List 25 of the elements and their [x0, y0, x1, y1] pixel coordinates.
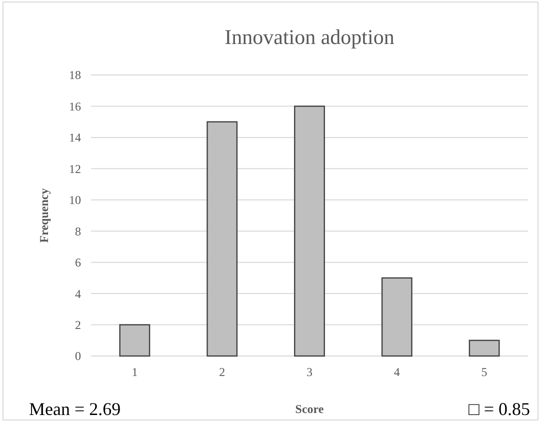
y-tick-label: 0 [75, 349, 81, 364]
x-tick-label: 1 [132, 365, 138, 379]
x-tick-label: 5 [481, 365, 488, 379]
text: □ = 0.85 [468, 399, 530, 419]
x-tick-label: 4 [394, 365, 400, 379]
y-tick-label: 10 [69, 193, 81, 208]
x-tick-label: 2 [219, 365, 226, 379]
y-tick-label: 18 [69, 68, 81, 82]
x-tick-label: 3 [306, 365, 312, 379]
y-tick-label: 6 [75, 256, 81, 270]
y-tick-label: 8 [75, 224, 81, 238]
y-tick-label: 12 [69, 162, 81, 176]
bar [468, 340, 500, 357]
bar [381, 277, 412, 357]
y-tick-label: 2 [75, 318, 81, 332]
bar [294, 106, 325, 357]
text: Mean = 2.69 [29, 399, 121, 419]
bar [206, 121, 238, 357]
y-tick-label: 16 [69, 99, 81, 114]
y-axis-title: Frequency [37, 188, 51, 243]
chart-title: Innovation adoption [224, 25, 395, 49]
y-tick-label: 14 [69, 130, 81, 145]
bar [119, 324, 150, 357]
x-axis-title: Score [295, 402, 324, 416]
y-tick-label: 4 [75, 286, 81, 301]
